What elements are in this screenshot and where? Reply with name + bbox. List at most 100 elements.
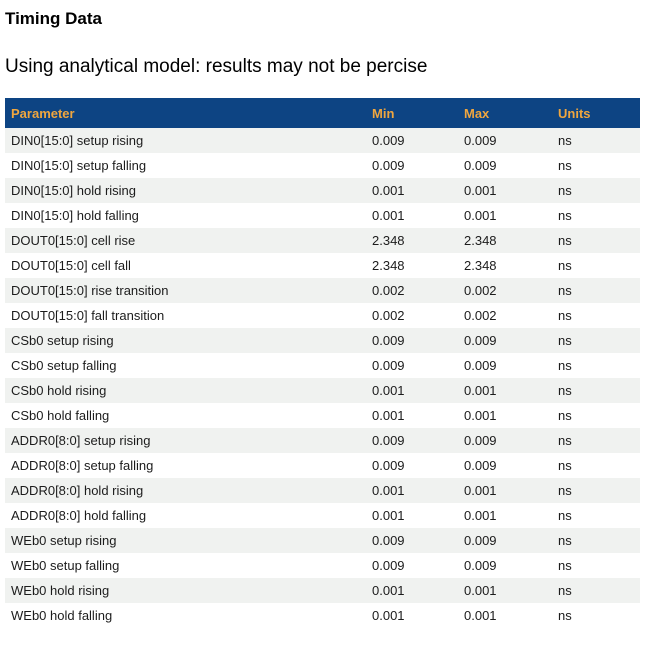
min-cell: 0.001 — [372, 383, 405, 398]
units-cell: ns — [558, 183, 572, 198]
units-cell: ns — [558, 208, 572, 223]
max-cell: 0.001 — [464, 383, 497, 398]
max-cell: 2.348 — [464, 258, 497, 273]
units-cell: ns — [558, 433, 572, 448]
table-row: CSb0 hold falling 0.001 0.001 ns — [5, 403, 640, 428]
page-subtitle: Using analytical model: results may not … — [5, 56, 428, 77]
min-cell: 0.001 — [372, 208, 405, 223]
table-row: ADDR0[8:0] hold rising 0.001 0.001 ns — [5, 478, 640, 503]
min-cell: 2.348 — [372, 233, 405, 248]
parameter-cell: DOUT0[15:0] cell rise — [11, 233, 136, 248]
min-cell: 0.009 — [372, 158, 405, 173]
timing-data-table: Parameter Min Max Units DIN0[15:0] setup… — [5, 98, 640, 628]
table-header-row: Parameter Min Max Units — [5, 98, 640, 128]
table-row: WEb0 hold falling 0.001 0.001 ns — [5, 603, 640, 628]
min-cell: 0.009 — [372, 133, 405, 148]
max-cell: 0.002 — [464, 283, 497, 298]
min-cell: 0.001 — [372, 608, 405, 623]
min-cell: 0.001 — [372, 183, 405, 198]
parameter-cell: DIN0[15:0] setup rising — [11, 133, 144, 148]
units-cell: ns — [558, 608, 572, 623]
units-cell: ns — [558, 308, 572, 323]
table-row: DIN0[15:0] setup rising 0.009 0.009 ns — [5, 128, 640, 153]
units-cell: ns — [558, 158, 572, 173]
max-cell: 0.001 — [464, 408, 497, 423]
column-header-units: Units — [552, 98, 640, 128]
max-cell: 0.009 — [464, 558, 497, 573]
max-cell: 0.001 — [464, 583, 497, 598]
table-row: CSb0 hold rising 0.001 0.001 ns — [5, 378, 640, 403]
table-row: ADDR0[8:0] setup falling 0.009 0.009 ns — [5, 453, 640, 478]
units-cell: ns — [558, 358, 572, 373]
max-cell: 0.001 — [464, 483, 497, 498]
units-cell: ns — [558, 383, 572, 398]
column-header-parameter: Parameter — [5, 98, 366, 128]
units-cell: ns — [558, 333, 572, 348]
units-cell: ns — [558, 283, 572, 298]
table-row: ADDR0[8:0] hold falling 0.001 0.001 ns — [5, 503, 640, 528]
max-cell: 0.001 — [464, 508, 497, 523]
min-cell: 0.009 — [372, 533, 405, 548]
column-header-max: Max — [458, 98, 552, 128]
parameter-cell: CSb0 hold falling — [11, 408, 110, 423]
table-row: DOUT0[15:0] cell fall 2.348 2.348 ns — [5, 253, 640, 278]
parameter-cell: ADDR0[8:0] setup falling — [11, 458, 154, 473]
timing-report-page: Timing Data Using analytical model: resu… — [0, 8, 650, 646]
table-row: CSb0 setup falling 0.009 0.009 ns — [5, 353, 640, 378]
table-row: DOUT0[15:0] cell rise 2.348 2.348 ns — [5, 228, 640, 253]
max-cell: 0.001 — [464, 183, 497, 198]
column-header-min: Min — [366, 98, 458, 128]
table-row: ADDR0[8:0] setup rising 0.009 0.009 ns — [5, 428, 640, 453]
parameter-cell: ADDR0[8:0] setup rising — [11, 433, 151, 448]
min-cell: 0.001 — [372, 583, 405, 598]
table-row: CSb0 setup rising 0.009 0.009 ns — [5, 328, 640, 353]
table-body: DIN0[15:0] setup rising 0.009 0.009 ns DIN0[… — [5, 128, 640, 628]
table-row: DOUT0[15:0] rise transition 0.002 0.002 ns — [5, 278, 640, 303]
table-row: WEb0 setup falling 0.009 0.009 ns — [5, 553, 640, 578]
min-cell: 0.001 — [372, 483, 405, 498]
parameter-cell: DIN0[15:0] hold falling — [11, 208, 139, 223]
table-row: DOUT0[15:0] fall transition 0.002 0.002 ns — [5, 303, 640, 328]
units-cell: ns — [558, 133, 572, 148]
max-cell: 0.009 — [464, 158, 497, 173]
min-cell: 0.009 — [372, 558, 405, 573]
max-cell: 0.009 — [464, 458, 497, 473]
max-cell: 2.348 — [464, 233, 497, 248]
parameter-cell: WEb0 hold rising — [11, 583, 110, 598]
max-cell: 0.001 — [464, 608, 497, 623]
table-row: DIN0[15:0] hold falling 0.001 0.001 ns — [5, 203, 640, 228]
parameter-cell: DIN0[15:0] setup falling — [11, 158, 147, 173]
parameter-cell: DOUT0[15:0] fall transition — [11, 308, 165, 323]
min-cell: 0.002 — [372, 283, 405, 298]
min-cell: 0.009 — [372, 433, 405, 448]
parameter-cell: CSb0 hold rising — [11, 383, 107, 398]
parameter-cell: WEb0 hold falling — [11, 608, 113, 623]
min-cell: 0.009 — [372, 333, 405, 348]
min-cell: 0.002 — [372, 308, 405, 323]
parameter-cell: CSb0 setup falling — [11, 358, 117, 373]
units-cell: ns — [558, 258, 572, 273]
table-header: Parameter Min Max Units — [5, 98, 640, 128]
units-cell: ns — [558, 508, 572, 523]
min-cell: 0.009 — [372, 358, 405, 373]
min-cell: 0.001 — [372, 508, 405, 523]
max-cell: 0.009 — [464, 358, 497, 373]
parameter-cell: DOUT0[15:0] cell fall — [11, 258, 131, 273]
units-cell: ns — [558, 583, 572, 598]
max-cell: 0.009 — [464, 133, 497, 148]
units-cell: ns — [558, 533, 572, 548]
table-row: DIN0[15:0] setup falling 0.009 0.009 ns — [5, 153, 640, 178]
parameter-cell: ADDR0[8:0] hold falling — [11, 508, 147, 523]
max-cell: 0.002 — [464, 308, 497, 323]
page-title: Timing Data — [5, 9, 102, 28]
units-cell: ns — [558, 458, 572, 473]
min-cell: 0.009 — [372, 458, 405, 473]
max-cell: 0.009 — [464, 333, 497, 348]
units-cell: ns — [558, 483, 572, 498]
table-row: WEb0 hold rising 0.001 0.001 ns — [5, 578, 640, 603]
parameter-cell: ADDR0[8:0] hold rising — [11, 483, 144, 498]
parameter-cell: WEb0 setup falling — [11, 558, 120, 573]
units-cell: ns — [558, 408, 572, 423]
min-cell: 0.001 — [372, 408, 405, 423]
parameter-cell: CSb0 setup rising — [11, 333, 114, 348]
